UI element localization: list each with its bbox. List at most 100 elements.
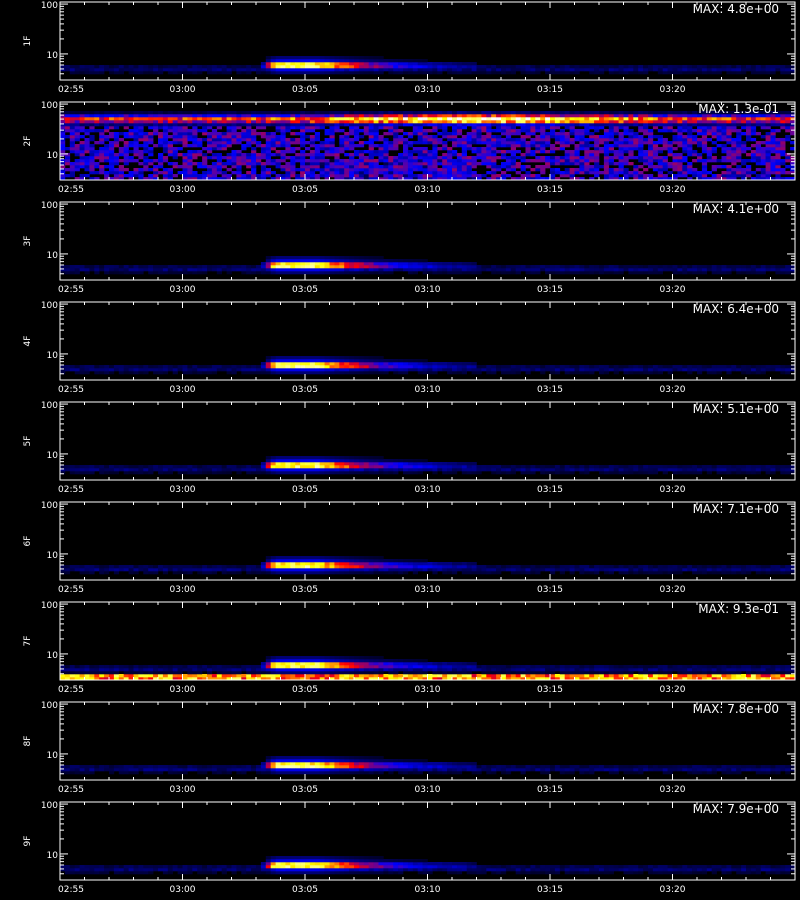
heatmap-cell <box>486 156 492 160</box>
heatmap-cell <box>251 159 257 163</box>
heatmap-cell <box>158 159 164 163</box>
heatmap-cell <box>447 62 453 66</box>
heatmap-cell <box>603 141 610 145</box>
heatmap-cell <box>510 71 516 75</box>
heatmap-cell <box>750 150 757 154</box>
heatmap-cell <box>613 114 619 118</box>
heatmap-cell <box>780 162 786 166</box>
heatmap-cell <box>790 141 796 145</box>
heatmap-cell <box>417 162 423 166</box>
heatmap-cell <box>319 371 325 375</box>
heatmap-cell <box>388 177 394 181</box>
heatmap-cell <box>476 268 482 272</box>
heatmap-cell <box>309 371 316 375</box>
heatmap-cell <box>554 111 561 115</box>
heatmap-cell <box>540 144 546 148</box>
heatmap-cell <box>109 365 115 369</box>
heatmap-cell <box>241 132 247 136</box>
heatmap-cell <box>300 368 306 372</box>
heatmap-cell <box>324 174 330 178</box>
heatmap-cell <box>378 135 384 139</box>
heatmap-cell <box>579 141 585 145</box>
heatmap-cell <box>265 465 271 469</box>
heatmap-cell <box>501 65 507 69</box>
heatmap-cell <box>687 153 693 157</box>
heatmap-cell <box>461 71 467 75</box>
heatmap-cell <box>211 144 218 148</box>
heatmap-cell <box>574 123 580 127</box>
heatmap-cell <box>692 365 698 369</box>
heatmap-cell <box>344 171 350 175</box>
heatmap-cell <box>324 117 330 121</box>
heatmap-cell <box>354 126 360 130</box>
heatmap-cell <box>427 135 433 139</box>
heatmap-cell <box>407 144 414 148</box>
heatmap-cell <box>128 371 134 375</box>
heatmap-cell <box>295 174 301 178</box>
heatmap-cell <box>128 368 134 372</box>
heatmap-cell <box>202 165 208 169</box>
heatmap-cell <box>148 141 154 145</box>
heatmap-cell <box>540 123 546 127</box>
heatmap-cell <box>697 71 703 75</box>
heatmap-cell <box>736 111 742 115</box>
heatmap-cell <box>452 171 458 175</box>
heatmap-cell <box>167 271 173 275</box>
heatmap-cell <box>432 126 438 130</box>
heatmap-cell <box>417 126 423 130</box>
heatmap-cell <box>202 114 208 118</box>
heatmap-cell <box>123 68 129 72</box>
heatmap-cell <box>412 141 418 145</box>
heatmap-cell <box>383 141 389 145</box>
heatmap-cell <box>216 68 222 72</box>
heatmap-cell <box>334 156 340 160</box>
heatmap-cell <box>363 129 369 133</box>
heatmap-cell <box>398 135 404 139</box>
heatmap-cell <box>153 465 159 469</box>
heatmap-cell <box>398 59 404 63</box>
heatmap-cell <box>442 368 448 372</box>
heatmap-cell <box>314 368 320 372</box>
heatmap-cell <box>662 126 668 130</box>
heatmap-cell <box>84 150 90 154</box>
heatmap-cell <box>275 144 281 148</box>
heatmap-cell <box>231 65 237 69</box>
heatmap-cell <box>236 171 242 175</box>
heatmap-cell <box>535 126 541 130</box>
heatmap-cell <box>422 362 428 366</box>
heatmap-cell <box>138 271 144 275</box>
heatmap-cell <box>373 150 379 154</box>
heatmap-cell <box>285 174 291 178</box>
heatmap-cell <box>750 120 757 124</box>
heatmap-cell <box>706 156 712 160</box>
heatmap-cell <box>701 68 708 72</box>
heatmap-cell <box>461 111 467 115</box>
heatmap-cell <box>564 68 570 72</box>
heatmap-cell <box>344 117 350 121</box>
heatmap-cell <box>682 150 688 154</box>
heatmap-cell <box>510 265 516 269</box>
heatmap-cell <box>657 368 663 372</box>
heatmap-cell <box>99 120 105 124</box>
heatmap-cell <box>349 365 355 369</box>
heatmap-cell <box>182 141 188 145</box>
heatmap-cell <box>559 65 565 69</box>
heatmap-cell <box>633 120 639 124</box>
heatmap-cell <box>535 265 541 269</box>
heatmap-cell <box>314 123 320 127</box>
heatmap-cell <box>726 68 732 72</box>
heatmap-cell <box>398 62 404 66</box>
heatmap-cell <box>417 123 423 127</box>
heatmap-cell <box>466 111 472 115</box>
heatmap-cell <box>697 153 703 157</box>
heatmap-cell <box>648 123 654 127</box>
heatmap-cell <box>672 129 678 133</box>
heatmap-cell <box>123 123 129 127</box>
heatmap-cell <box>403 168 409 172</box>
heatmap-cell <box>545 132 551 136</box>
heatmap-cell <box>525 177 531 181</box>
heatmap-cell <box>618 141 624 145</box>
heatmap-cell <box>525 120 531 124</box>
heatmap-cell <box>486 265 492 269</box>
